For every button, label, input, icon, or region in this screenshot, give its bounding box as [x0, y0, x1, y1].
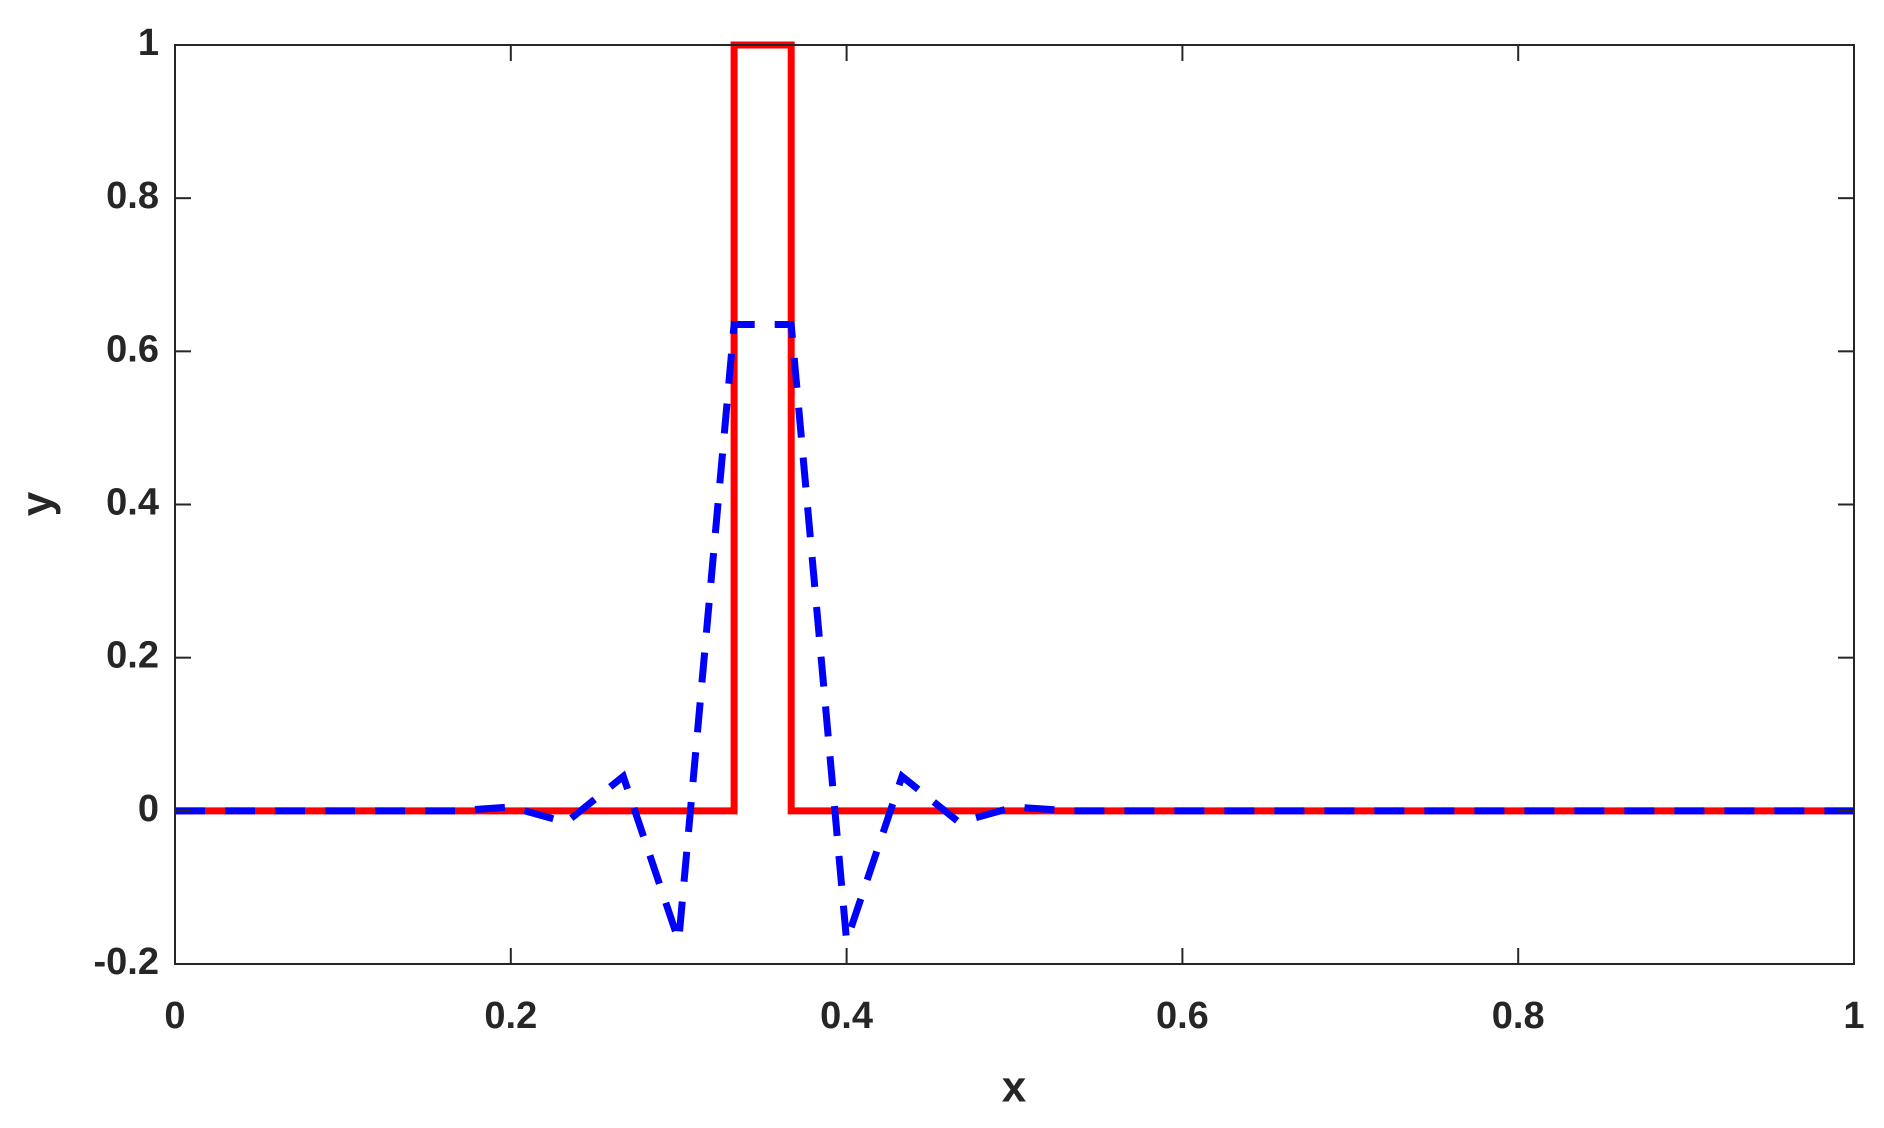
x-tick-label: 0.6 — [1156, 995, 1209, 1037]
y-tick-label: 0 — [138, 788, 159, 830]
y-tick-label: 0.4 — [106, 482, 159, 524]
y-tick-label: 0.6 — [106, 328, 159, 370]
y-tick-label: 1 — [138, 22, 159, 64]
line-series — [175, 321, 1854, 943]
y-tick-label: -0.2 — [94, 941, 159, 983]
plot-frame — [174, 44, 1855, 965]
y-tick-label: 0.2 — [106, 635, 159, 677]
x-tick-label: 0.4 — [820, 995, 873, 1037]
x-tick-label: 0.8 — [1492, 995, 1545, 1037]
line-series — [175, 41, 1854, 815]
x-tick-label: 0 — [164, 995, 185, 1037]
y-axis-label: y — [13, 491, 62, 516]
y-tick-label: 0.8 — [106, 175, 159, 217]
x-axis-label: x — [1002, 1063, 1027, 1112]
x-tick-label: 1 — [1843, 995, 1864, 1037]
x-tick-label: 0.2 — [484, 995, 537, 1037]
